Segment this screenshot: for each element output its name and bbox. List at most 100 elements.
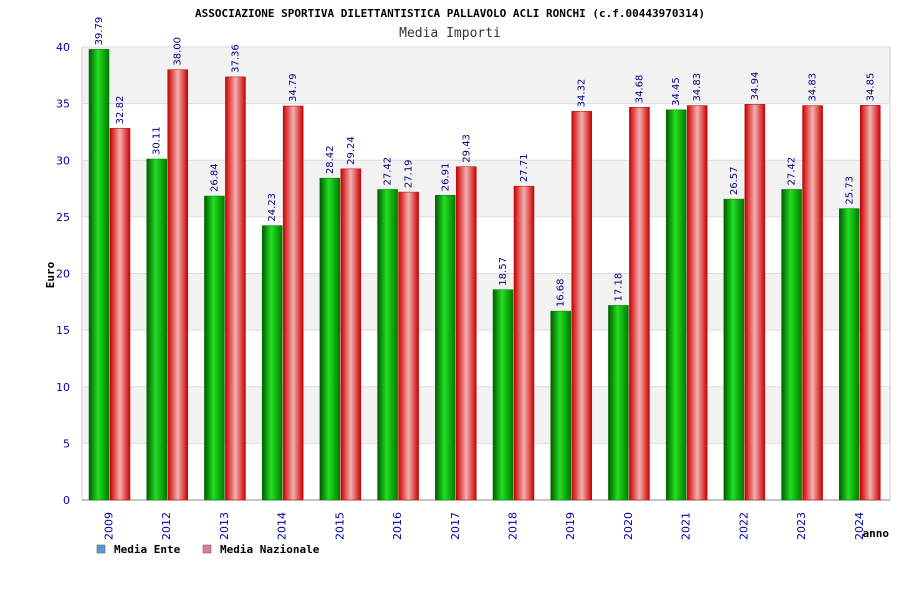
plot-band: [82, 47, 890, 104]
bar-media-nazionale: [571, 111, 592, 501]
bar-media-ente: [665, 109, 687, 501]
data-label: 39.79: [94, 17, 105, 46]
plot-band: [82, 160, 890, 217]
data-label: 38.00: [173, 37, 184, 66]
data-label: 37.36: [230, 44, 241, 73]
bar-media-ente: [781, 189, 802, 501]
data-label: 34.79: [288, 73, 299, 102]
bar-media-ente: [261, 225, 283, 501]
data-label: 17.18: [613, 273, 624, 302]
x-tick-label: 2012: [160, 512, 173, 540]
data-label: 26.57: [729, 166, 740, 195]
legend-swatch: [96, 544, 106, 554]
bar-media-nazionale: [109, 128, 131, 501]
plot-band: [82, 216, 890, 274]
y-tick-label: 0: [63, 494, 70, 507]
data-labels: 39.79 32.82 30.11 38.00 26.84 37.36 24.23 34.79…: [94, 17, 876, 307]
y-tick-label: 30: [56, 154, 70, 167]
bar-media-ente: [550, 310, 571, 501]
bars: [88, 49, 881, 501]
bar-media-ente: [319, 177, 341, 501]
data-label: 18.57: [498, 257, 509, 286]
data-label: 26.84: [209, 163, 220, 192]
y-tick-label: 5: [63, 437, 70, 450]
x-tick-label: 2024: [853, 512, 866, 540]
data-label: 27.19: [404, 159, 415, 188]
plot-band: [82, 103, 890, 161]
bar-media-nazionale: [860, 105, 881, 501]
y-axis-label: Euro: [44, 261, 57, 288]
data-label: 27.42: [383, 157, 394, 186]
data-label: 34.83: [692, 73, 703, 102]
plot-band: [82, 386, 890, 444]
legend-swatch: [202, 544, 212, 554]
x-axis-ticks: 2009 2012 2013 2014 2015 2016 2017 2018 2019 2020…: [103, 512, 866, 540]
bar-media-ente: [146, 158, 167, 501]
legend: Media Ente Media Nazionale: [96, 543, 320, 556]
chart-title: ASSOCIAZIONE SPORTIVA DILETTANTISTICA PA…: [195, 7, 705, 20]
bar-media-ente: [492, 289, 514, 501]
bar-media-nazionale: [456, 166, 477, 501]
legend-item-label: Media Ente: [114, 543, 181, 556]
data-label: 34.45: [671, 77, 682, 106]
x-tick-label: 2016: [391, 512, 404, 540]
x-tick-label: 2014: [276, 512, 289, 540]
chart-subtitle: Media Importi: [399, 26, 501, 41]
data-label: 29.43: [461, 134, 472, 163]
plot-band: [82, 273, 890, 331]
y-tick-label: 35: [56, 98, 70, 111]
data-label: 24.23: [267, 193, 278, 222]
bar-media-nazionale: [513, 185, 535, 501]
bar-media-nazionale: [282, 105, 304, 501]
y-tick-label: 10: [56, 381, 70, 394]
data-label: 27.42: [787, 157, 798, 186]
data-label: 32.82: [115, 96, 126, 125]
data-label: 34.85: [865, 73, 876, 102]
x-tick-label: 2023: [795, 512, 808, 540]
x-tick-label: 2020: [622, 512, 635, 540]
x-tick-label: 2017: [449, 512, 462, 540]
bar-media-nazionale: [340, 168, 362, 501]
y-axis-ticks: 0 5 10 15 20 25 30 35 40: [56, 41, 70, 507]
x-tick-label: 2018: [507, 512, 520, 540]
data-label: 30.11: [152, 126, 163, 155]
bar-media-ente: [204, 195, 225, 501]
bar-media-nazionale: [629, 106, 650, 501]
data-label: 28.42: [325, 146, 336, 175]
bar-media-ente: [723, 198, 745, 501]
bar-media-ente: [377, 189, 398, 501]
x-tick-label: 2013: [218, 512, 231, 540]
x-tick-label: 2015: [333, 512, 346, 540]
y-tick-label: 20: [56, 268, 70, 281]
bar-media-ente: [88, 49, 110, 501]
bar-media-nazionale: [802, 105, 823, 501]
bar-media-nazionale: [744, 104, 766, 501]
bar-media-nazionale: [167, 69, 188, 501]
data-label: 34.68: [634, 75, 645, 104]
y-tick-label: 15: [56, 324, 70, 337]
data-label: 27.71: [519, 154, 530, 183]
x-tick-label: 2009: [103, 512, 116, 540]
data-label: 26.91: [440, 163, 451, 192]
data-label: 34.83: [808, 73, 819, 102]
legend-item-label: Media Nazionale: [220, 543, 320, 556]
y-tick-label: 25: [56, 211, 70, 224]
x-tick-label: 2021: [680, 512, 693, 540]
plot-band: [82, 443, 890, 500]
data-label: 29.24: [346, 136, 357, 165]
bar-media-nazionale: [225, 76, 246, 501]
bar-media-nazionale: [686, 105, 708, 501]
plot-band: [82, 330, 890, 387]
data-label: 16.68: [556, 278, 567, 307]
bar-media-ente: [608, 305, 629, 501]
y-tick-label: 40: [56, 41, 70, 54]
x-tick-label: 2019: [564, 512, 577, 540]
bar-media-ente: [435, 194, 456, 501]
x-tick-label: 2022: [737, 512, 750, 540]
data-label: 25.73: [844, 176, 855, 205]
x-axis-label: anno: [863, 527, 890, 540]
data-label: 34.94: [750, 72, 761, 101]
data-label: 34.32: [577, 79, 588, 108]
bar-media-ente: [839, 208, 860, 501]
